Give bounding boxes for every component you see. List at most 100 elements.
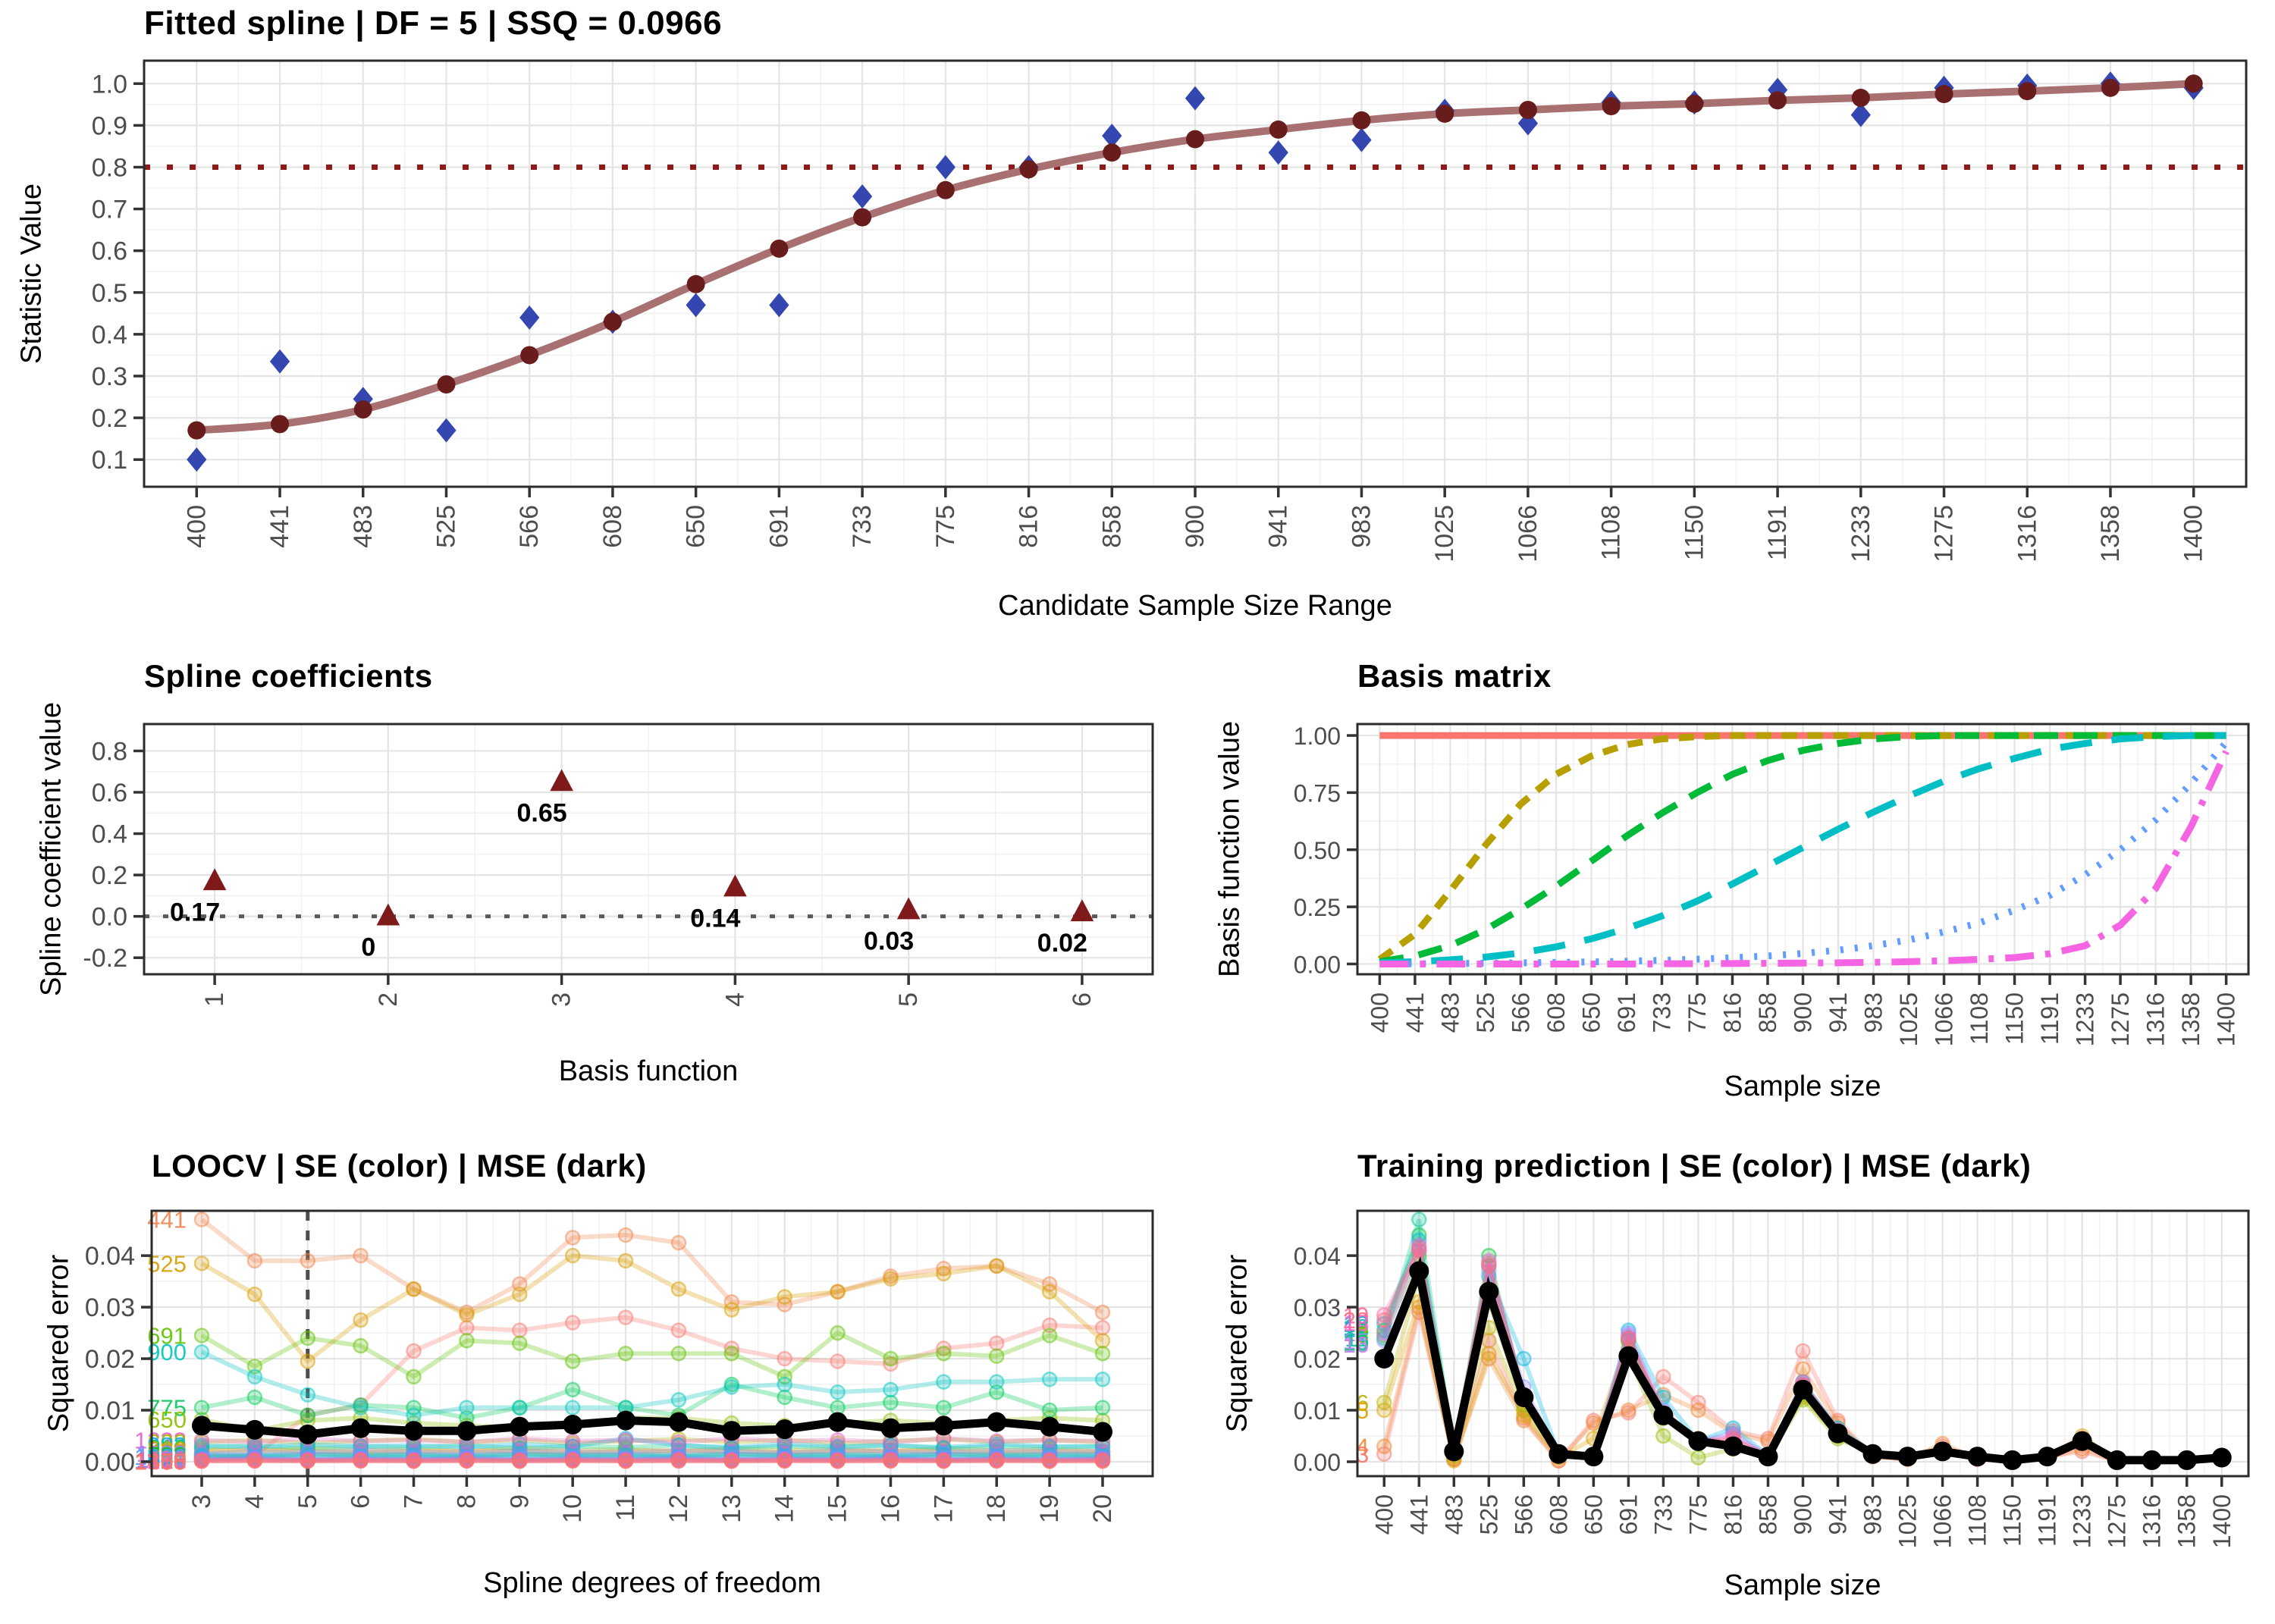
- svg-text:20: 20: [1088, 1494, 1117, 1523]
- svg-text:525: 525: [431, 505, 460, 548]
- svg-text:5: 5: [894, 992, 923, 1007]
- svg-text:733: 733: [848, 505, 877, 548]
- svg-text:858: 858: [1754, 992, 1781, 1033]
- svg-text:1108: 1108: [1964, 1494, 1991, 1547]
- svg-text:1191: 1191: [2036, 992, 2063, 1045]
- svg-text:0.8: 0.8: [92, 737, 127, 766]
- svg-text:7: 7: [1356, 1322, 1369, 1349]
- svg-text:608: 608: [1545, 1494, 1572, 1535]
- svg-text:0.14: 0.14: [690, 904, 740, 933]
- x-axis-title: Candidate Sample Size Range: [998, 590, 1392, 622]
- svg-text:1400: 1400: [2179, 505, 2208, 563]
- svg-text:7: 7: [400, 1494, 428, 1509]
- svg-text:816: 816: [1718, 992, 1746, 1033]
- svg-text:1066: 1066: [1514, 505, 1542, 563]
- svg-text:0.3: 0.3: [92, 362, 127, 391]
- svg-text:0: 0: [361, 933, 375, 962]
- svg-text:8: 8: [1356, 1321, 1369, 1347]
- svg-text:733: 733: [1649, 1494, 1677, 1535]
- svg-text:941: 941: [1825, 992, 1852, 1033]
- panel-training-prediction: Training prediction | SE (color) | MSE (…: [1183, 1139, 2275, 1624]
- svg-text:441: 441: [265, 505, 294, 548]
- svg-text:1275: 1275: [2104, 1494, 2131, 1548]
- svg-text:566: 566: [515, 505, 544, 548]
- svg-text:14: 14: [770, 1494, 799, 1523]
- svg-text:0.02: 0.02: [1294, 1346, 1341, 1373]
- svg-text:17: 17: [1343, 1320, 1369, 1347]
- svg-text:0.17: 0.17: [170, 898, 220, 926]
- svg-text:16: 16: [1343, 1331, 1369, 1358]
- svg-text:941: 941: [1825, 1494, 1852, 1535]
- svg-text:1191: 1191: [136, 1447, 187, 1473]
- svg-text:608: 608: [147, 1429, 187, 1456]
- svg-text:608: 608: [598, 505, 627, 548]
- svg-text:0.6: 0.6: [92, 779, 127, 807]
- svg-text:0.02: 0.02: [1037, 929, 1087, 958]
- svg-text:3: 3: [548, 992, 576, 1007]
- svg-text:0.8: 0.8: [92, 154, 127, 183]
- svg-text:14: 14: [1343, 1316, 1369, 1343]
- svg-text:20: 20: [1343, 1307, 1369, 1334]
- svg-text:1316: 1316: [2138, 1494, 2166, 1548]
- svg-text:12: 12: [664, 1494, 693, 1523]
- svg-text:650: 650: [682, 505, 711, 548]
- svg-text:1025: 1025: [1895, 992, 1922, 1046]
- fitted-spline-plot: 0.1 0.2 0.3 0.4 0.5 0.6 0.7 0.8 0.9 1.0 400 441 483 5…: [92, 59, 2248, 563]
- svg-text:0.7: 0.7: [92, 196, 127, 224]
- svg-text:1358: 1358: [2173, 1494, 2201, 1548]
- svg-text:900: 900: [1790, 992, 1817, 1033]
- svg-text:1150: 1150: [136, 1447, 187, 1473]
- svg-text:1.0: 1.0: [92, 70, 127, 99]
- x-axis-title: Spline degrees of freedom: [483, 1567, 821, 1599]
- svg-text:816: 816: [1015, 505, 1043, 548]
- svg-text:16: 16: [876, 1494, 905, 1523]
- panel-spline-coefficients: Spline coefficients Spline coefficient v…: [30, 646, 1168, 1139]
- svg-text:1025: 1025: [1894, 1494, 1922, 1548]
- svg-text:0.2: 0.2: [92, 404, 127, 433]
- panel-fitted-spline: Fitted spline | DF = 5 | SSQ = 0.0966 St…: [0, 0, 2275, 646]
- svg-text:1150: 1150: [2001, 992, 2029, 1045]
- svg-text:650: 650: [1580, 1494, 1607, 1535]
- svg-text:775: 775: [147, 1395, 187, 1422]
- svg-text:1066: 1066: [1929, 1494, 1956, 1548]
- svg-text:775: 775: [1684, 1494, 1712, 1535]
- svg-text:0.00: 0.00: [1294, 951, 1341, 978]
- svg-text:400: 400: [182, 505, 211, 548]
- svg-text:1358: 1358: [2096, 505, 2125, 563]
- svg-text:1316: 1316: [2013, 505, 2041, 563]
- svg-text:775: 775: [1684, 992, 1711, 1033]
- svg-text:0.5: 0.5: [92, 279, 127, 308]
- svg-text:0.75: 0.75: [1294, 779, 1341, 807]
- svg-text:983: 983: [1347, 505, 1376, 548]
- panel-title: Basis matrix: [1357, 658, 1552, 694]
- svg-text:0.4: 0.4: [92, 820, 127, 849]
- svg-text:-0.2: -0.2: [83, 944, 127, 973]
- svg-text:0.9: 0.9: [92, 111, 127, 140]
- svg-text:400: 400: [1366, 992, 1393, 1033]
- x-axis-title: Sample size: [1724, 1071, 1881, 1102]
- svg-text:941: 941: [147, 1445, 187, 1472]
- svg-text:691: 691: [1613, 992, 1640, 1033]
- svg-text:0.03: 0.03: [1294, 1294, 1341, 1321]
- svg-text:0.03: 0.03: [85, 1293, 135, 1322]
- svg-text:1233: 1233: [2072, 992, 2099, 1046]
- svg-text:4: 4: [1356, 1434, 1369, 1460]
- svg-text:525: 525: [1472, 992, 1499, 1033]
- svg-text:15: 15: [1343, 1328, 1369, 1354]
- svg-text:0.00: 0.00: [85, 1448, 135, 1477]
- svg-text:1150: 1150: [1999, 1494, 2026, 1547]
- svg-text:483: 483: [349, 505, 378, 548]
- svg-text:900: 900: [147, 1339, 187, 1365]
- panel-title: Spline coefficients: [144, 658, 433, 694]
- svg-text:525: 525: [1475, 1494, 1502, 1535]
- panel-title: LOOCV | SE (color) | MSE (dark): [152, 1148, 647, 1184]
- svg-text:17: 17: [929, 1494, 958, 1523]
- svg-text:775: 775: [931, 505, 960, 548]
- svg-text:1108: 1108: [1597, 505, 1626, 560]
- svg-text:858: 858: [1097, 505, 1126, 548]
- svg-text:5: 5: [293, 1494, 322, 1509]
- svg-text:1275: 1275: [1930, 505, 1959, 563]
- svg-text:0.65: 0.65: [517, 798, 567, 827]
- svg-text:1358: 1358: [2177, 992, 2204, 1046]
